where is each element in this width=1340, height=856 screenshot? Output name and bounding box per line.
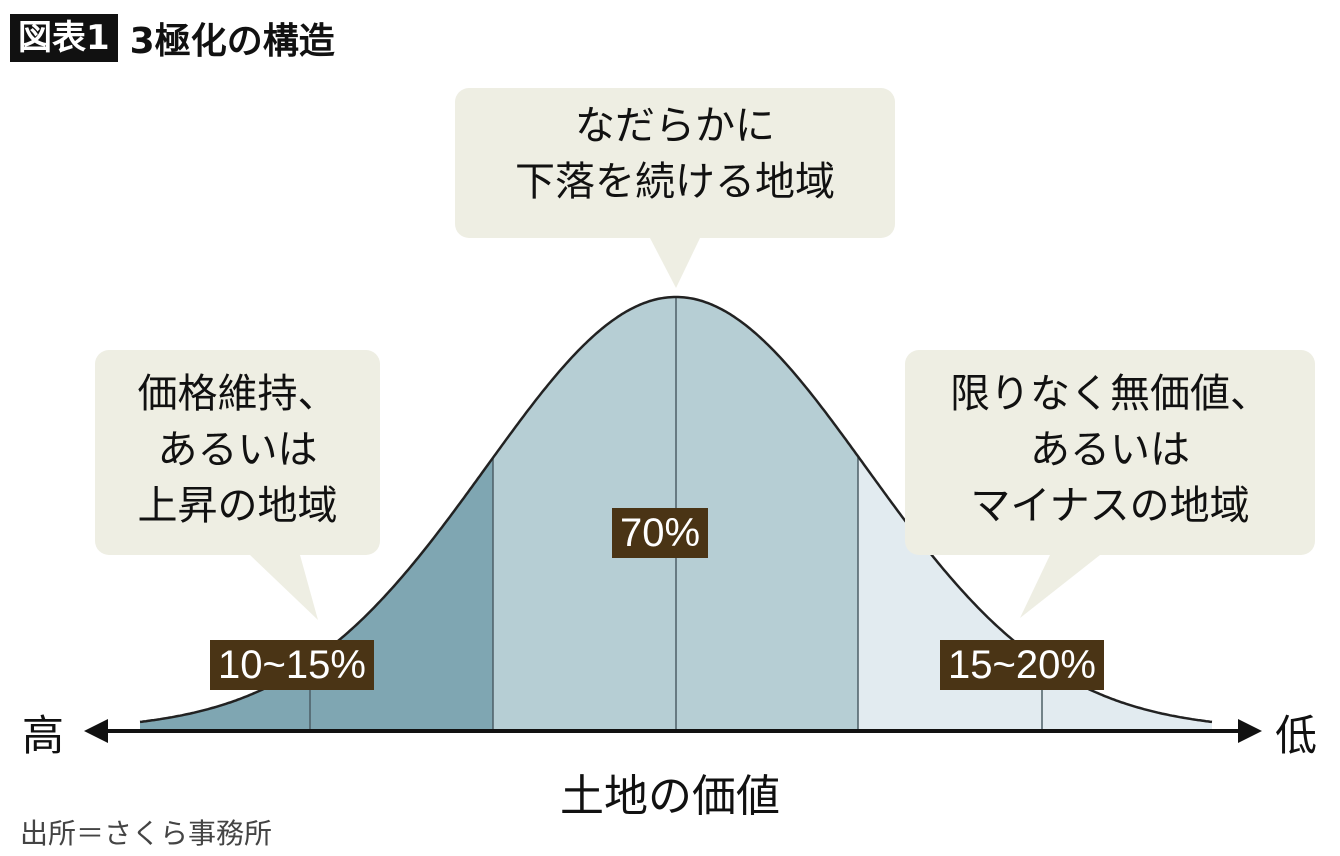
bubble-center-line: 下落を続ける地域	[515, 159, 835, 205]
figure-title: 図表1 3極化の構造	[10, 12, 335, 64]
bubble-right-line: マイナスの地域	[970, 483, 1250, 529]
segment-left-region	[140, 457, 493, 730]
source-note: 出所＝さくら事務所	[20, 817, 273, 850]
axis-arrow-left-icon	[84, 719, 108, 743]
bubble-left-line: あるいは	[157, 427, 318, 473]
label-center-share: 70%	[612, 508, 709, 558]
bubble-right: 限りなく無価値、 あるいは マイナスの地域	[905, 350, 1315, 555]
bubble-center: なだらかに 下落を続ける地域	[455, 88, 895, 238]
bubble-pointer-center	[650, 238, 700, 288]
axis-label-high: 高	[22, 711, 65, 760]
figure-number: 図表1	[10, 14, 118, 62]
label-left-share: 10~15%	[210, 640, 374, 690]
bubble-pointer-right	[1020, 555, 1100, 618]
figure-title-text: 3極化の構造	[129, 21, 335, 62]
bubble-right-line: 限りなく無価値、	[950, 371, 1270, 417]
bubble-left-line: 価格維持、	[137, 371, 338, 417]
axis-arrow-right-icon	[1238, 719, 1262, 743]
label-right-share: 15~20%	[940, 640, 1104, 690]
bubble-left: 価格維持、 あるいは 上昇の地域	[95, 350, 380, 555]
axis-title: 土地の価値	[560, 771, 780, 822]
bubble-center-line: なだらかに	[575, 103, 775, 149]
bubble-left-line: 上昇の地域	[137, 483, 338, 529]
axis-label-low: 低	[1275, 711, 1318, 760]
bubble-pointer-left	[250, 555, 318, 620]
bubble-right-line: あるいは	[1030, 427, 1190, 473]
